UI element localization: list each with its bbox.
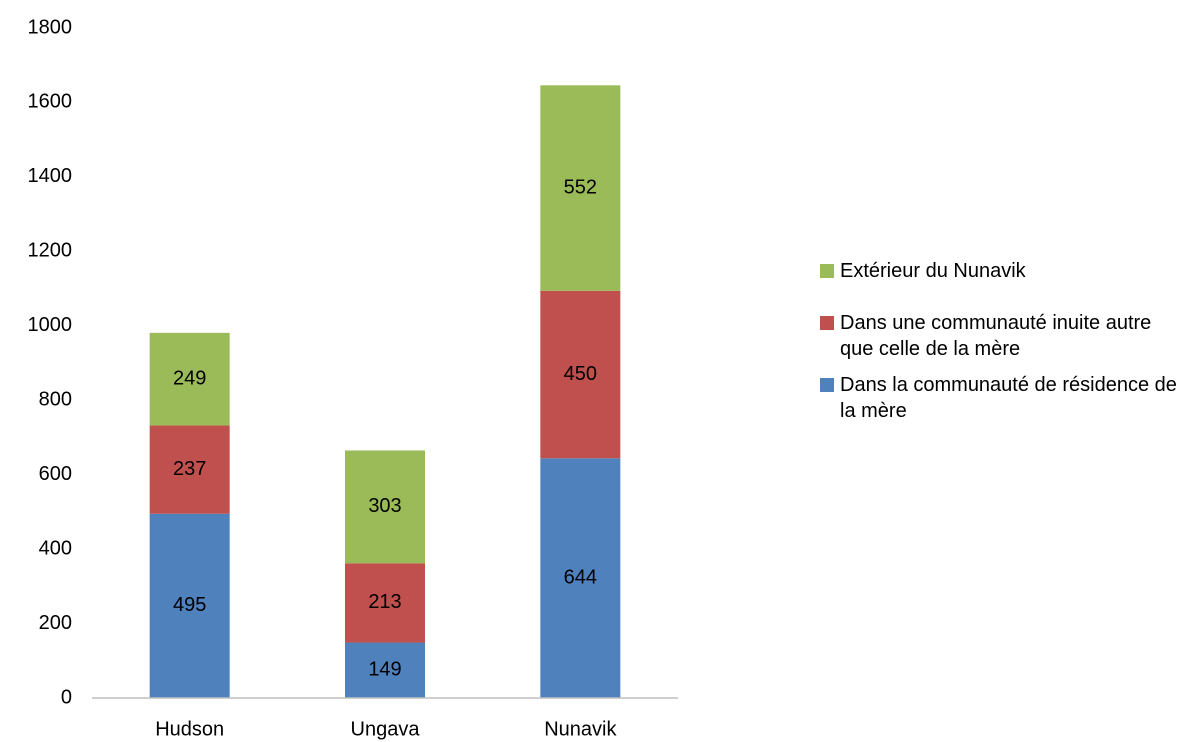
bar-segment <box>345 642 425 698</box>
data-label: 249 <box>173 367 206 389</box>
y-tick-label: 1800 <box>28 16 73 38</box>
legend-swatch <box>820 316 834 330</box>
data-label: 644 <box>564 566 597 588</box>
legend-item: Dans une communauté inuite autre que cel… <box>820 310 1190 362</box>
y-tick-label: 0 <box>61 686 72 708</box>
y-tick-label: 1200 <box>28 240 73 262</box>
bar-segment <box>149 513 230 698</box>
x-tick-label: Nunavik <box>544 718 617 740</box>
data-label: 303 <box>368 495 401 517</box>
y-tick-label: 200 <box>39 612 72 634</box>
legend-label: Dans la communauté de résidence de la mè… <box>840 374 1177 422</box>
y-tick-label: 600 <box>39 463 72 485</box>
data-label: 149 <box>368 659 401 681</box>
y-tick-label: 1000 <box>28 314 73 336</box>
data-label: 495 <box>173 594 206 616</box>
x-tick-label: Hudson <box>155 718 224 740</box>
bar-segment <box>149 332 230 426</box>
legend-swatch <box>820 378 834 392</box>
legend-label: Extérieur du Nunavik <box>840 260 1026 282</box>
legend-swatch <box>820 264 834 278</box>
legend-item: Dans la communauté de résidence de la mè… <box>820 372 1190 424</box>
legend: Extérieur du Nunavik Dans une communauté … <box>820 258 1190 450</box>
bar-segment <box>540 290 621 459</box>
bar-segment <box>345 563 425 643</box>
bar-segment <box>540 458 621 698</box>
data-label: 237 <box>173 458 206 480</box>
bar-segment <box>540 85 621 291</box>
y-tick-label: 1600 <box>28 91 73 113</box>
legend-item: Extérieur du Nunavik <box>820 258 1190 284</box>
legend-label: Dans une communauté inuite autre que cel… <box>840 312 1152 360</box>
data-label: 552 <box>564 176 597 198</box>
y-tick-label: 800 <box>39 389 72 411</box>
y-tick-label: 400 <box>39 537 72 559</box>
x-tick-label: Ungava <box>351 718 421 740</box>
data-label: 213 <box>368 591 401 613</box>
y-tick-label: 1400 <box>28 165 73 187</box>
data-label: 450 <box>564 363 597 385</box>
bar-segment <box>345 450 425 564</box>
bar-segment <box>149 425 230 514</box>
